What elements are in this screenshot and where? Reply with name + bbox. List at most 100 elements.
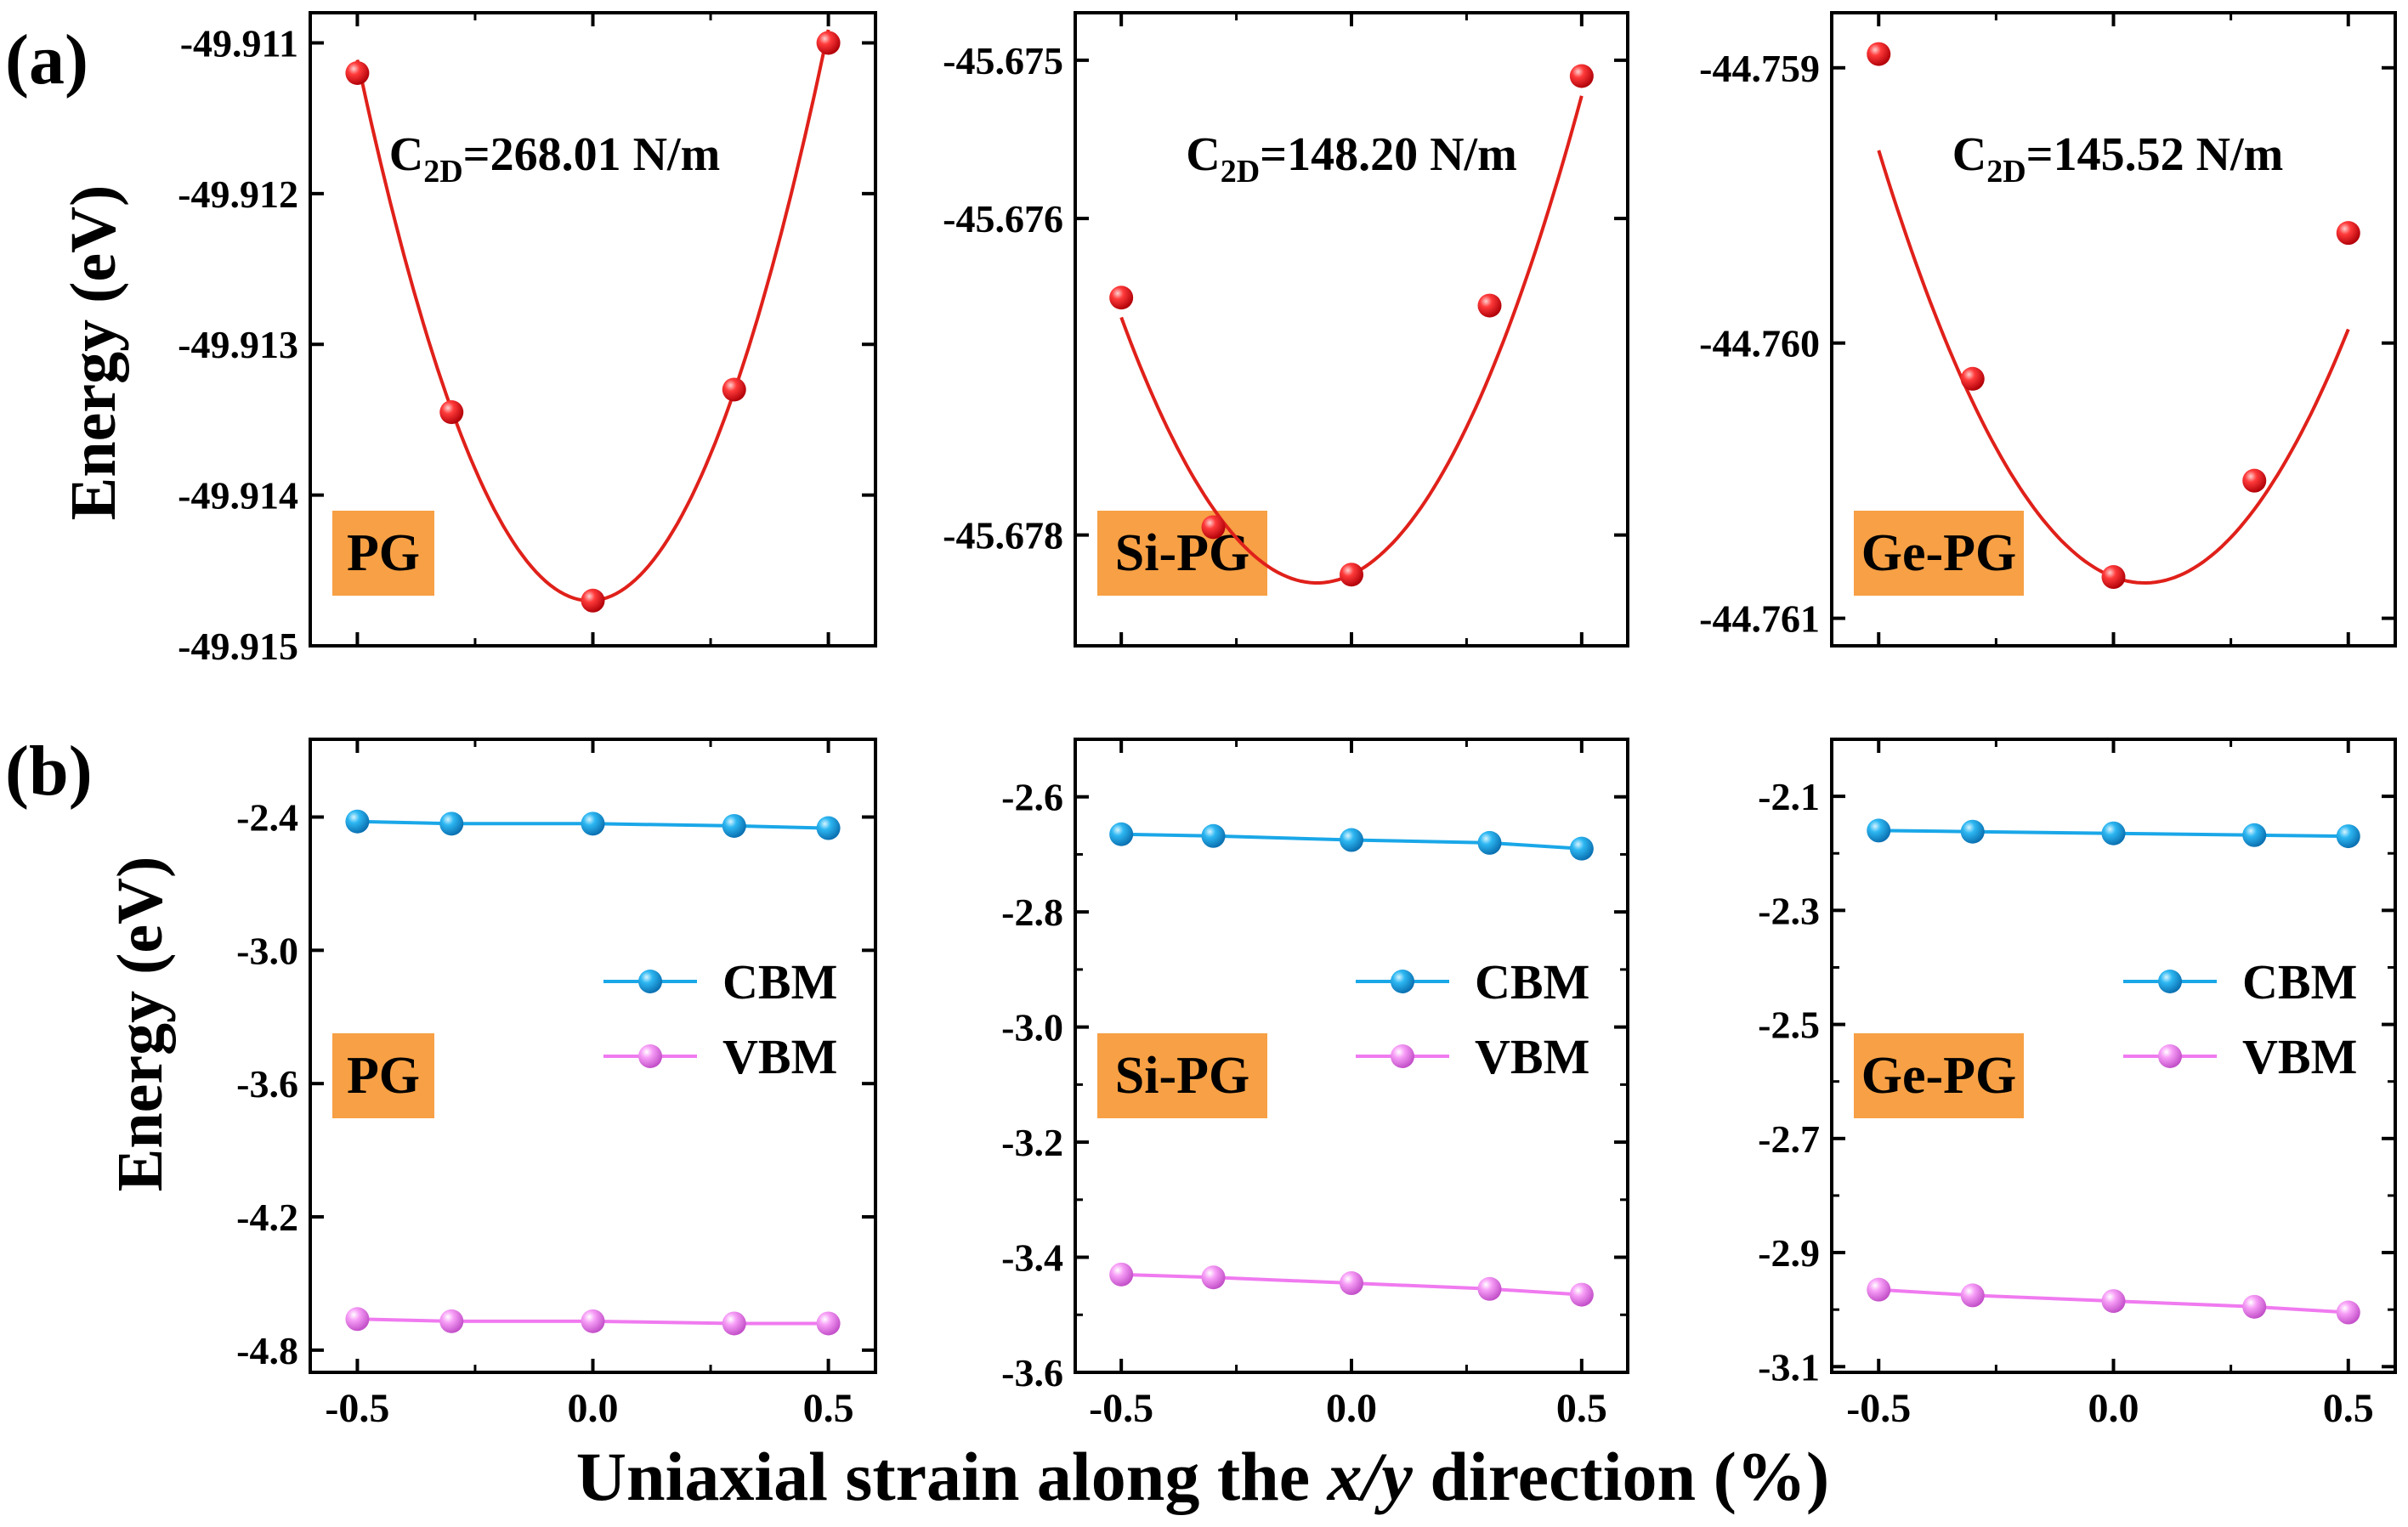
y-tick-label: -3.0 <box>236 929 298 972</box>
y-tick-label: -2.7 <box>1758 1117 1820 1161</box>
y-tick-label: -2.5 <box>1758 1004 1820 1047</box>
data-point-cbm <box>722 813 746 838</box>
panel-b-si-pg: -2.6 -2.8 -3.0 -3.2 -3.4 -3.6 -0.5 0.0 0.5 Si-PG C… <box>1001 738 1629 1431</box>
x-axis-label: Uniaxial strain along the x/y direction … <box>576 1438 1829 1515</box>
data-point-vbm <box>1340 1271 1363 1296</box>
x-tick-label: 0.0 <box>568 1386 619 1431</box>
data-point <box>1340 563 1363 587</box>
data-point-vbm <box>1477 1276 1502 1301</box>
material-tag: PG <box>347 524 420 582</box>
material-tag-bg <box>1854 511 2024 596</box>
data-point-cbm <box>1109 822 1134 846</box>
y-tick-label: -2.6 <box>1001 776 1063 819</box>
data-point-cbm <box>581 812 605 836</box>
x-tick-label: 0.0 <box>2088 1386 2139 1431</box>
stiffness-annotation: C2D=268.01 N/m <box>389 128 720 189</box>
data-point <box>345 60 370 85</box>
legend-marker <box>638 1044 662 1068</box>
data-point <box>1477 293 1502 318</box>
material-tag: Ge-PG <box>1861 524 2017 582</box>
y-tick-label: -45.675 <box>943 39 1063 82</box>
y-tick-label: -44.760 <box>1699 322 1820 365</box>
data-point <box>439 400 464 425</box>
y-tick-label: -2.8 <box>1001 891 1063 934</box>
data-point-vbm <box>2242 1294 2267 1319</box>
legend-label: VBM <box>722 1029 837 1084</box>
data-point-cbm <box>2101 821 2126 846</box>
data-point-vbm <box>722 1311 746 1336</box>
y-tick-label: -3.6 <box>236 1062 298 1106</box>
y-tick-label: -2.9 <box>1758 1231 1820 1275</box>
data-point-cbm <box>1340 828 1363 852</box>
data-point-cbm <box>345 809 370 834</box>
y-tick-label: -44.759 <box>1699 47 1820 90</box>
x-tick-label: -0.5 <box>1089 1386 1153 1431</box>
panels: -49.911 -49.912 -49.913 -49.914 -49.915 PG C2D… <box>178 11 2397 1431</box>
panel-label-b: (b) <box>5 732 93 811</box>
data-point-cbm <box>2242 823 2267 847</box>
panel-a-ge-pg: -44.759 -44.760 -44.761 Ge-PG C2D=145.52 N/m <box>1699 11 2397 648</box>
data-point-vbm <box>816 1311 841 1336</box>
legend-label: VBM <box>1475 1029 1589 1084</box>
y-tick-label: -3.2 <box>1001 1121 1063 1164</box>
panel-label-a: (a) <box>5 20 88 99</box>
legend-marker <box>1391 970 1414 993</box>
legend-marker <box>2158 1044 2182 1068</box>
data-point-cbm <box>1867 818 1891 843</box>
panel-b-ge-pg: -2.1 -2.3 -2.5 -2.7 -2.9 -3.1 -0.5 0.0 0.5 Ge-PG C… <box>1758 738 2397 1431</box>
y-tick-label: -3.0 <box>1001 1006 1063 1049</box>
material-tag-bg <box>332 1033 434 1118</box>
material-tag-bg <box>332 511 434 596</box>
x-tick-label: -0.5 <box>1846 1386 1911 1431</box>
data-point <box>2336 221 2360 246</box>
legend-marker <box>1391 1044 1414 1068</box>
x-tick-label: 0.5 <box>2323 1386 2374 1431</box>
data-point-vbm <box>2336 1300 2360 1325</box>
y-tick-label: -3.1 <box>1758 1345 1820 1388</box>
data-point <box>2242 468 2267 493</box>
data-point-vbm <box>1960 1283 1985 1308</box>
data-point-cbm <box>1960 819 1985 844</box>
stiffness-annotation: C2D=148.20 N/m <box>1186 128 1516 189</box>
legend-label: VBM <box>2242 1029 2357 1084</box>
y-tick-label: -49.915 <box>178 625 298 668</box>
y-axis-label-a: Energy (eV) <box>58 185 129 521</box>
data-point-cbm <box>816 816 841 840</box>
y-tick-label: -2.3 <box>1758 889 1820 932</box>
legend-marker <box>2158 970 2182 993</box>
y-axis-label-b: Energy (eV) <box>105 857 176 1192</box>
y-tick-label: -3.6 <box>1001 1351 1063 1394</box>
x-tick-label: 0.5 <box>803 1386 854 1431</box>
x-tick-label: -0.5 <box>325 1386 389 1431</box>
material-tag: Si-PG <box>1115 1047 1249 1105</box>
y-tick-label: -45.676 <box>943 197 1063 240</box>
y-tick-label: -2.1 <box>1758 775 1820 818</box>
y-tick-label: -45.678 <box>943 514 1063 557</box>
data-point <box>1569 64 1594 88</box>
data-point <box>1201 515 1226 540</box>
material-tag-bg <box>1097 1033 1267 1118</box>
y-tick-label: -4.2 <box>236 1196 298 1239</box>
material-tag-bg <box>1097 511 1267 596</box>
data-point-cbm <box>439 812 464 836</box>
panel-a-pg: -49.911 -49.912 -49.913 -49.914 -49.915 PG C2D… <box>178 11 877 668</box>
y-tick-label: -3.4 <box>1001 1236 1063 1280</box>
legend-marker <box>638 970 662 993</box>
stiffness-annotation: C2D=145.52 N/m <box>1952 128 2283 189</box>
legend-label: CBM <box>2242 954 2357 1010</box>
x-tick-label: 0.5 <box>1556 1386 1607 1431</box>
data-point <box>722 377 746 402</box>
legend-label: CBM <box>722 954 837 1010</box>
y-tick-label: -2.4 <box>236 795 298 839</box>
data-point-vbm <box>1867 1277 1891 1302</box>
data-point <box>1109 286 1134 310</box>
data-point-vbm <box>1201 1265 1226 1290</box>
data-point-cbm <box>1201 823 1226 848</box>
data-point-cbm <box>2336 824 2360 849</box>
y-tick-label: -4.8 <box>236 1329 298 1372</box>
y-tick-label: -49.913 <box>178 323 298 366</box>
data-point-cbm <box>1569 836 1594 861</box>
data-point-cbm <box>1477 830 1502 855</box>
data-point-vbm <box>1569 1282 1594 1307</box>
data-point-vbm <box>1109 1262 1134 1287</box>
